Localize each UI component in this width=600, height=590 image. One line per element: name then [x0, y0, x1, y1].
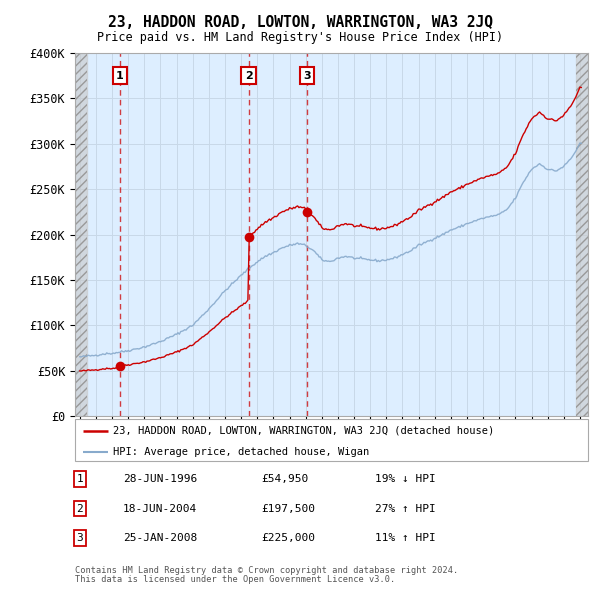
- Text: 19% ↓ HPI: 19% ↓ HPI: [375, 474, 436, 484]
- Text: 2: 2: [76, 504, 83, 513]
- Text: 2: 2: [245, 71, 253, 81]
- Text: £197,500: £197,500: [261, 504, 315, 513]
- Text: HPI: Average price, detached house, Wigan: HPI: Average price, detached house, Wiga…: [113, 447, 370, 457]
- Text: 28-JUN-1996: 28-JUN-1996: [123, 474, 197, 484]
- Text: 1: 1: [76, 474, 83, 484]
- FancyBboxPatch shape: [75, 419, 588, 461]
- Text: Contains HM Land Registry data © Crown copyright and database right 2024.: Contains HM Land Registry data © Crown c…: [75, 566, 458, 575]
- Text: 23, HADDON ROAD, LOWTON, WARRINGTON, WA3 2JQ: 23, HADDON ROAD, LOWTON, WARRINGTON, WA3…: [107, 15, 493, 30]
- Text: £54,950: £54,950: [261, 474, 308, 484]
- Text: 18-JUN-2004: 18-JUN-2004: [123, 504, 197, 513]
- Text: £225,000: £225,000: [261, 533, 315, 543]
- Text: This data is licensed under the Open Government Licence v3.0.: This data is licensed under the Open Gov…: [75, 575, 395, 584]
- Text: 25-JAN-2008: 25-JAN-2008: [123, 533, 197, 543]
- Text: 3: 3: [303, 71, 311, 81]
- Text: 3: 3: [76, 533, 83, 543]
- Text: 27% ↑ HPI: 27% ↑ HPI: [375, 504, 436, 513]
- Text: 23, HADDON ROAD, LOWTON, WARRINGTON, WA3 2JQ (detached house): 23, HADDON ROAD, LOWTON, WARRINGTON, WA3…: [113, 426, 495, 436]
- Text: 11% ↑ HPI: 11% ↑ HPI: [375, 533, 436, 543]
- Text: 1: 1: [116, 71, 124, 81]
- Text: Price paid vs. HM Land Registry's House Price Index (HPI): Price paid vs. HM Land Registry's House …: [97, 31, 503, 44]
